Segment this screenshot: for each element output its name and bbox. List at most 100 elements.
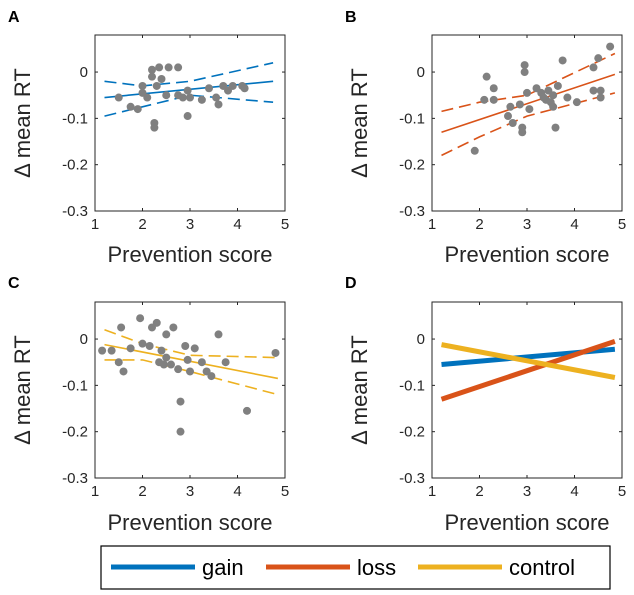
x-axis-label: Prevention score [107, 510, 272, 535]
data-point [558, 56, 567, 65]
x-tick-label: 4 [570, 216, 578, 233]
data-point [117, 323, 126, 332]
data-point [520, 61, 529, 70]
data-point [515, 100, 524, 109]
x-tick-label: 2 [475, 216, 483, 233]
data-point [470, 146, 479, 155]
y-tick-label: -0.3 [399, 203, 425, 220]
x-tick-label: 1 [91, 483, 99, 500]
data-point [553, 81, 562, 90]
x-tick-label: 1 [428, 216, 436, 233]
x-tick-label: 3 [523, 216, 531, 233]
panel-label-c: C [8, 275, 20, 292]
data-point [549, 102, 558, 111]
data-point [152, 318, 161, 327]
y-tick-label: 0 [417, 64, 425, 81]
x-tick-label: 4 [570, 483, 578, 500]
data-point [589, 63, 598, 72]
x-tick-label: 4 [233, 483, 241, 500]
y-tick-label: -0.1 [62, 110, 88, 127]
y-tick-label: -0.2 [62, 157, 88, 174]
ci-upper-line [104, 62, 274, 87]
x-tick-label: 3 [186, 216, 194, 233]
data-point [162, 91, 171, 100]
x-tick-label: 5 [618, 483, 626, 500]
y-axis-label: Δ mean RT [347, 68, 372, 178]
data-point [504, 112, 512, 121]
data-point [164, 63, 173, 72]
data-point [181, 342, 190, 350]
x-tick-label: 3 [186, 483, 194, 500]
data-point [157, 75, 166, 83]
data-point [152, 81, 161, 90]
data-point [589, 86, 598, 95]
legend-label-loss: loss [357, 555, 396, 580]
data-point [518, 128, 527, 137]
data-point [169, 323, 178, 332]
data-point [606, 42, 615, 51]
data-point [155, 63, 164, 72]
y-axis-label: Δ mean RT [347, 335, 372, 445]
x-tick-label: 5 [618, 216, 626, 233]
data-point [240, 84, 249, 93]
axes-box-c [94, 301, 286, 479]
x-axis-label: Prevention score [444, 242, 609, 267]
data-point [525, 105, 534, 114]
y-tick-label: -0.3 [62, 470, 88, 487]
data-point [186, 367, 194, 376]
data-point [523, 88, 531, 97]
x-tick-label: 2 [138, 216, 146, 233]
y-tick-label: -0.1 [62, 377, 88, 394]
data-point [186, 93, 194, 102]
data-point [114, 358, 123, 367]
data-point [190, 344, 199, 353]
data-point [148, 72, 156, 81]
axes-box-b [431, 34, 623, 212]
series-line-loss [440, 338, 616, 402]
y-tick-label: -0.2 [62, 424, 88, 441]
data-point [482, 72, 491, 81]
data-point [572, 98, 581, 107]
data-point [271, 348, 280, 357]
x-tick-label: 1 [91, 216, 99, 233]
legend-label-control: control [509, 555, 575, 580]
y-tick-label: -0.3 [399, 470, 425, 487]
data-point [183, 355, 192, 364]
x-tick-label: 5 [281, 216, 289, 233]
data-point [207, 372, 216, 381]
data-point [136, 314, 145, 323]
data-point [176, 397, 185, 406]
data-point [162, 330, 171, 339]
data-point [508, 119, 517, 127]
y-tick-label: 0 [417, 331, 425, 348]
data-point [183, 112, 192, 121]
data-point [506, 102, 515, 111]
y-tick-label: 0 [80, 64, 88, 81]
data-point [221, 358, 230, 367]
data-point [162, 353, 171, 362]
data-point [145, 342, 154, 350]
panel-label-a: A [8, 9, 20, 26]
data-point [148, 65, 156, 74]
data-point [126, 344, 135, 353]
fit-line [441, 73, 616, 134]
x-tick-label: 2 [138, 483, 146, 500]
x-tick-label: 2 [475, 483, 483, 500]
data-point [133, 105, 142, 114]
legend: gain loss control [100, 545, 611, 590]
data-point [489, 84, 498, 93]
data-point [197, 95, 206, 104]
axes-box-a [94, 34, 286, 212]
data-point [126, 102, 135, 111]
x-tick-label: 4 [233, 216, 241, 233]
y-tick-label: -0.2 [399, 157, 425, 174]
data-point [138, 339, 147, 348]
data-point [243, 406, 251, 415]
panel-label-b: B [345, 9, 357, 26]
x-axis-label: Prevention score [444, 510, 609, 535]
y-tick-label: -0.2 [399, 424, 425, 441]
x-axis-label: Prevention score [107, 242, 272, 267]
data-point [174, 365, 183, 374]
panel-c: C 1 2 3 4 5 -0.3 -0.2 -0.1 0 Prevention score Δ me… [8, 275, 289, 535]
